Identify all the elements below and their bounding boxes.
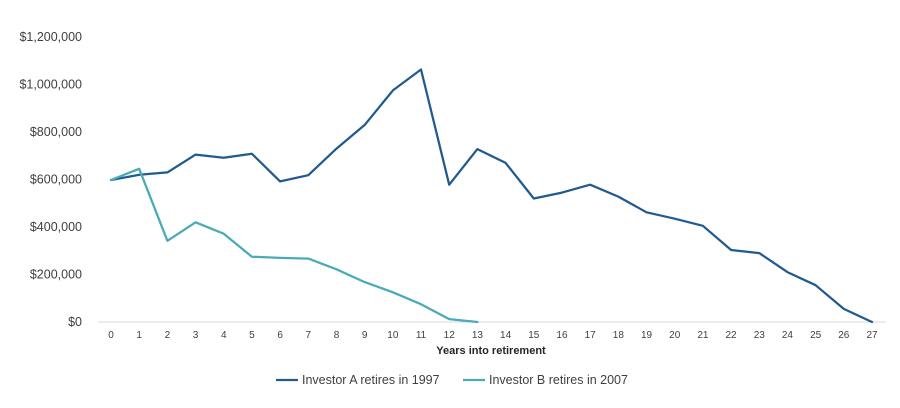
x-tick-label: 12 [444, 330, 456, 341]
x-axis-label: Years into retirement [436, 345, 546, 357]
x-tick-label: 16 [556, 330, 568, 341]
x-tick-label: 22 [726, 330, 738, 341]
x-tick-label: 4 [221, 330, 227, 341]
x-tick-label: 21 [697, 330, 709, 341]
x-tick-label: 5 [249, 330, 255, 341]
legend: Investor A retires in 1997 Investor B ret… [276, 373, 628, 387]
x-tick-label: 11 [416, 330, 427, 341]
x-tick-label: 13 [472, 330, 484, 341]
x-tick-label: 27 [866, 330, 878, 341]
series-line-investor-a [109, 68, 874, 324]
x-tick-label: 9 [362, 330, 368, 341]
x-tick-label: 14 [500, 330, 512, 341]
x-tick-label: 15 [528, 330, 540, 341]
x-tick-label: 8 [334, 330, 340, 341]
x-tick-label: 25 [810, 330, 822, 341]
x-tick-label: 3 [193, 330, 199, 341]
x-tick-label: 1 [136, 330, 142, 341]
x-tick-label: 17 [585, 330, 597, 341]
x-tick-label: 0 [108, 330, 114, 341]
series-lines [109, 68, 874, 324]
y-tick-label: $200,000 [30, 268, 82, 282]
y-tick-label: $1,200,000 [19, 30, 82, 44]
y-tick-label: $0 [68, 315, 82, 329]
x-tick-label: 7 [306, 330, 312, 341]
series-line-investor-b [109, 167, 479, 324]
x-tick-label: 10 [387, 330, 399, 341]
legend-label: Investor B retires in 2007 [489, 373, 628, 387]
legend-label: Investor A retires in 1997 [302, 373, 440, 387]
y-tick-label: $1,000,000 [19, 78, 82, 92]
y-tick-label: $600,000 [30, 173, 82, 187]
x-tick-label: 6 [277, 330, 283, 341]
x-tick-label: 19 [641, 330, 653, 341]
x-tick-label: 2 [165, 330, 171, 341]
y-axis-ticks: $0 $200,000 $400,000 $600,000 $800,000 $1,000… [19, 30, 82, 329]
y-tick-label: $800,000 [30, 125, 82, 139]
x-tick-label: 18 [613, 330, 625, 341]
x-tick-label: 23 [754, 330, 766, 341]
y-tick-label: $400,000 [30, 220, 82, 234]
x-tick-label: 24 [782, 330, 794, 341]
x-axis-ticks: 0 1 2 3 4 5 6 7 8 9 10 11 12 13 14 15 16 17 18 19 20 21 22 23 24… [108, 330, 878, 341]
x-tick-label: 20 [669, 330, 681, 341]
x-tick-label: 26 [838, 330, 850, 341]
